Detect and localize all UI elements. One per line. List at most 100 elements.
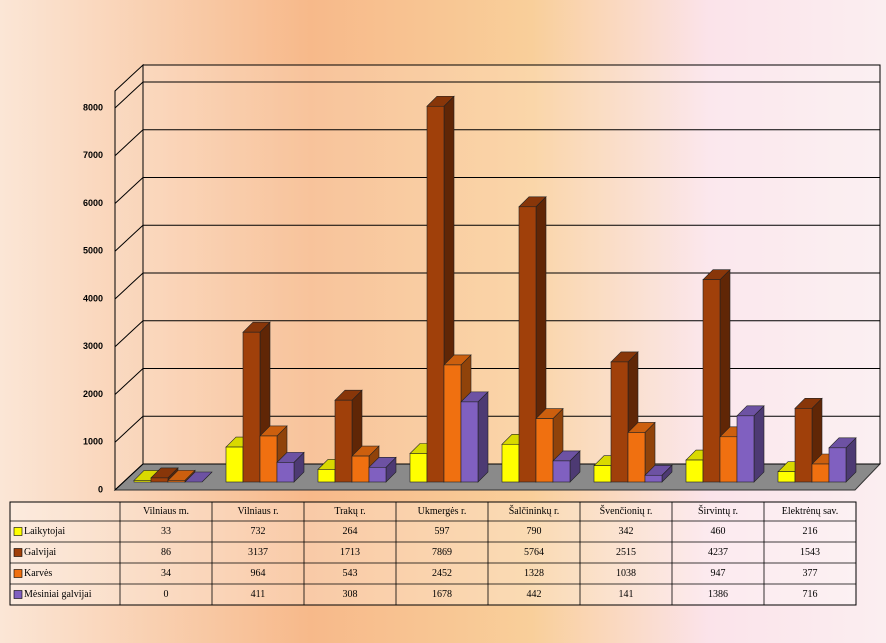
table-cell: 3137 [248,547,268,558]
bar-side [753,405,765,483]
table-cell: 442 [527,589,542,600]
bar [460,401,479,483]
bar [368,466,387,483]
table-cell: 34 [161,568,171,579]
bar [259,435,278,483]
table-cell: 33 [161,526,171,537]
legend-label: Mėsiniai galvijai [24,589,92,600]
y-tick-label: 1000 [83,437,103,447]
bar [610,361,629,483]
bar [426,105,445,483]
legend-swatch [13,590,23,599]
table-cell: 790 [527,526,542,537]
table-cell: 1713 [340,547,360,558]
y-tick-label: 0 [98,484,103,494]
bar [225,446,244,483]
table-cell: 0 [164,589,169,600]
table-cell: 1678 [432,589,452,600]
table-cell: 2452 [432,568,452,579]
table-cell: 1543 [800,547,820,558]
table-cell: 716 [803,589,818,600]
table-cell: 7869 [432,547,452,558]
table-cell: 5764 [524,547,544,558]
bar [167,480,186,483]
table-cell: 732 [251,526,266,537]
table-cell: 1038 [616,568,636,579]
table-cell: 216 [803,526,818,537]
table-cell: 4237 [708,547,728,558]
table-cell: 1328 [524,568,544,579]
table-cell: 2515 [616,547,636,558]
bar [334,399,353,483]
y-tick-label: 2000 [83,389,103,399]
table-cell: 543 [343,568,358,579]
table-cell: 377 [803,568,818,579]
grid-line [114,129,880,157]
bar [242,331,261,483]
bar [276,462,295,483]
bar [443,364,462,483]
bar [627,432,646,483]
grid-line [114,272,880,300]
y-tick-label: 3000 [83,341,103,351]
bar-top [184,471,213,483]
table-header: Elektrėnų sav. [782,506,839,517]
table-cell: 264 [343,526,358,537]
bar [317,469,336,483]
y-tick-label: 5000 [83,246,103,256]
table-cell: 308 [343,589,358,600]
table-cell: 947 [711,568,726,579]
table-header: Ukmergės r. [418,506,467,517]
table-header: Švenčionių r. [600,505,653,517]
grid-line [114,81,880,109]
legend-swatch [13,548,23,557]
bar [719,436,738,483]
table-cell: 411 [251,589,266,600]
table-bg [9,501,857,606]
table-cell: 141 [619,589,634,600]
bar [593,465,612,483]
table-cell: 460 [711,526,726,537]
table-header: Šalčininkų r. [509,505,560,517]
bar [501,443,520,483]
y-tick-label: 4000 [83,293,103,303]
bar-side [477,391,489,483]
table-header: Vilniaus m. [143,506,189,517]
bar [351,455,370,483]
table-header: Vilniaus r. [237,506,278,517]
table-cell: 1386 [708,589,728,600]
bar [702,279,721,483]
table-cell: 964 [251,568,266,579]
legend-swatch [13,527,23,536]
y-tick-label: 6000 [83,198,103,208]
legend-label: Galvijai [24,547,56,558]
table-header: Trakų r. [334,506,365,517]
bar [685,459,704,483]
bar [535,418,554,483]
bar [777,471,796,483]
table-header: Širvintų r. [698,505,738,517]
bar [150,477,169,483]
grid-line [114,177,880,204]
table-cell: 342 [619,526,634,537]
legend-label: Laikytojai [24,526,65,537]
legend-swatch [13,569,23,578]
table-cell: 597 [435,526,450,537]
bar [518,206,537,483]
bar [828,447,847,483]
y-tick-label: 8000 [83,102,103,112]
grid-line [114,320,880,348]
bar [811,463,830,483]
bar [133,480,152,483]
bar [552,460,571,483]
table-cell: 86 [161,547,171,558]
bar [409,453,428,483]
y-tick-label: 7000 [83,150,103,160]
bar [644,474,663,483]
bar [736,415,755,483]
grid-line [114,224,880,252]
bar [794,408,813,483]
legend-label: Karvės [24,568,52,579]
